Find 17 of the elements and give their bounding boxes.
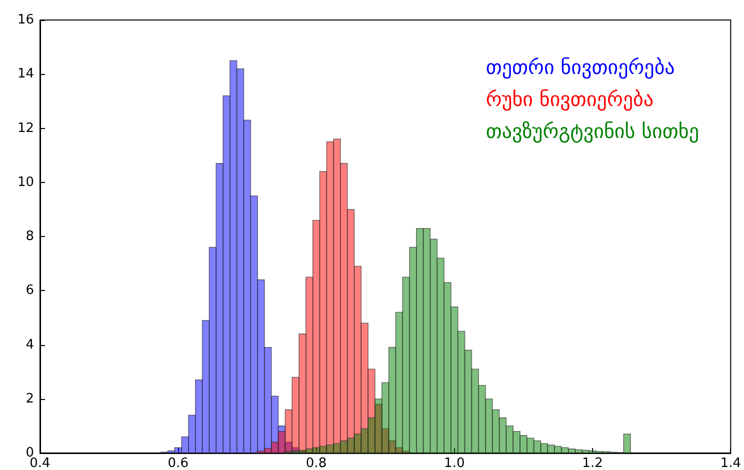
x-tick-label: 0.6: [168, 456, 188, 470]
x-tick-label: 0.4: [30, 456, 50, 470]
y-tick-label: 2: [26, 391, 34, 406]
y-tick-label: 14: [17, 66, 34, 82]
y-tick-label: 12: [17, 120, 34, 136]
text: რუხი ნივთიერება: [486, 87, 654, 111]
x-tick-label: 0.8: [306, 456, 327, 470]
y-tick-label: 10: [17, 174, 34, 190]
y-tick-label: 4: [26, 337, 34, 352]
y-tick-label: 6: [26, 283, 34, 298]
text: თავზურგტვინის სითხე: [486, 119, 700, 143]
x-tick-label: 1.0: [444, 456, 465, 470]
y-tick-label: 8: [26, 229, 34, 244]
text: თეთრი ნივთიერება: [486, 55, 675, 79]
y-tick-label: 16: [17, 12, 34, 28]
x-tick-label: 1.2: [582, 456, 603, 470]
x-tick-label: 1.4: [720, 456, 742, 470]
